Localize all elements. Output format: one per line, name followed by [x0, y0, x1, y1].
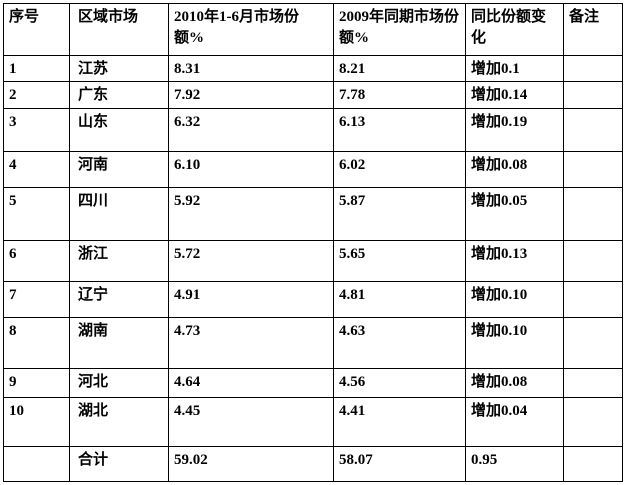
table-cell: 6.32	[168, 108, 334, 152]
table-cell: 0.95	[465, 446, 564, 482]
table-cell	[563, 446, 623, 482]
table-cell: 4.73	[168, 317, 334, 369]
table-cell: 2009年同期市场份额%	[333, 3, 466, 56]
table-cell: 四川	[69, 187, 169, 241]
table-cell: 江苏	[69, 55, 169, 82]
table-row: 5 四川 5.92 5.87 增加0.05	[3, 187, 623, 241]
table-row: 合计 59.02 58.07 0.95	[3, 446, 623, 482]
table-cell: 2	[3, 81, 70, 109]
table-cell: 序号	[3, 3, 70, 56]
table-row: 7 辽宁 4.91 4.81 增加0.10	[3, 281, 623, 318]
table-row: 9 河北 4.64 4.56 增加0.08	[3, 368, 623, 398]
table-cell	[563, 187, 623, 241]
table-cell: 4.56	[333, 368, 466, 398]
table-cell: 5.92	[168, 187, 334, 241]
table-cell: 7	[3, 281, 70, 318]
table-cell: 增加0.19	[465, 108, 564, 152]
table-cell: 4.91	[168, 281, 334, 318]
table-cell: 4.81	[333, 281, 466, 318]
table-cell	[563, 81, 623, 109]
table-cell: 59.02	[168, 446, 334, 482]
table-cell: 增加0.04	[465, 397, 564, 447]
table-cell: 增加0.05	[465, 187, 564, 241]
table-cell: 湖北	[69, 397, 169, 447]
table-row: 4 河南 6.10 6.02 增加0.08	[3, 151, 623, 188]
table-cell: 8	[3, 317, 70, 369]
table-cell	[563, 108, 623, 152]
table-cell: 2010年1-6月市场份额%	[168, 3, 334, 56]
table-cell: 5.87	[333, 187, 466, 241]
table-cell: 10	[3, 397, 70, 447]
table-cell: 广东	[69, 81, 169, 109]
table-row: 6 浙江 5.72 5.65 增加0.13	[3, 240, 623, 282]
table-row: 8 湖南 4.73 4.63 增加0.10	[3, 317, 623, 369]
table-cell: 6	[3, 240, 70, 282]
table-cell: 6.02	[333, 151, 466, 188]
table-cell: 河南	[69, 151, 169, 188]
table-cell: 9	[3, 368, 70, 398]
table-cell: 6.10	[168, 151, 334, 188]
table-cell	[563, 317, 623, 369]
table-cell: 增加0.08	[465, 151, 564, 188]
table-row: 序号 区域市场 2010年1-6月市场份额% 2009年同期市场份额% 同比份额变化 备注	[3, 3, 623, 56]
table-cell: 5.72	[168, 240, 334, 282]
table-cell: 4.45	[168, 397, 334, 447]
table-cell: 5.65	[333, 240, 466, 282]
table-row: 10 湖北 4.45 4.41 增加0.04	[3, 397, 623, 447]
table-row: 1 江苏 8.31 8.21 增加0.1	[3, 55, 623, 82]
table-cell: 增加0.08	[465, 368, 564, 398]
table-cell: 合计	[69, 446, 169, 482]
table-cell: 区域市场	[69, 3, 169, 56]
table-cell: 3	[3, 108, 70, 152]
table-cell: 增加0.10	[465, 281, 564, 318]
table-row: 3 山东 6.32 6.13 增加0.19	[3, 108, 623, 152]
table-cell: 6.13	[333, 108, 466, 152]
table-cell: 5	[3, 187, 70, 241]
table-cell	[563, 397, 623, 447]
table-cell: 7.78	[333, 81, 466, 109]
table-cell: 增加0.14	[465, 81, 564, 109]
table-cell	[3, 446, 70, 482]
table-cell: 山东	[69, 108, 169, 152]
table-cell	[563, 151, 623, 188]
table-cell	[563, 55, 623, 82]
table-row: 2 广东 7.92 7.78 增加0.14	[3, 81, 623, 109]
table-cell: 8.21	[333, 55, 466, 82]
table-cell: 浙江	[69, 240, 169, 282]
table-cell	[563, 240, 623, 282]
table-cell	[563, 368, 623, 398]
market-share-table: 序号 区域市场 2010年1-6月市场份额% 2009年同期市场份额% 同比份额变化 备注…	[3, 3, 623, 482]
table-cell: 备注	[563, 3, 623, 56]
table-cell: 4.41	[333, 397, 466, 447]
table-cell: 1	[3, 55, 70, 82]
table-cell: 4.63	[333, 317, 466, 369]
table-cell: 河北	[69, 368, 169, 398]
table-cell: 增加0.1	[465, 55, 564, 82]
table-cell: 湖南	[69, 317, 169, 369]
table-cell: 辽宁	[69, 281, 169, 318]
table-cell: 58.07	[333, 446, 466, 482]
table-cell: 增加0.13	[465, 240, 564, 282]
table-cell	[563, 281, 623, 318]
table-cell: 同比份额变化	[465, 3, 564, 56]
table-cell: 8.31	[168, 55, 334, 82]
table-cell: 4	[3, 151, 70, 188]
table-cell: 增加0.10	[465, 317, 564, 369]
table-cell: 7.92	[168, 81, 334, 109]
table-cell: 4.64	[168, 368, 334, 398]
